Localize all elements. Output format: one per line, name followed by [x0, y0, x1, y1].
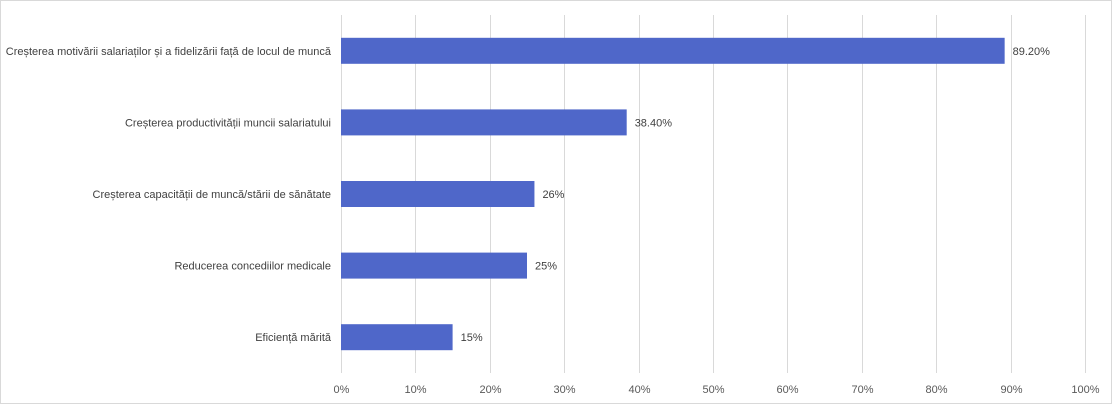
x-tick-label: 80%: [925, 384, 947, 396]
x-tick-label: 60%: [776, 384, 798, 396]
bar: [341, 37, 1005, 64]
category-label: Creșterea motivării salariaților și a fi…: [6, 46, 332, 58]
data-label: 15%: [461, 332, 483, 344]
data-label: 38.40%: [635, 117, 673, 129]
x-tick-label: 20%: [479, 384, 501, 396]
grid-lines: [341, 15, 1086, 373]
category-label: Reducerea concediilor medicale: [174, 261, 331, 273]
category-label: Eficiență mărită: [255, 332, 332, 344]
x-tick-label: 50%: [702, 384, 724, 396]
bar: [341, 181, 535, 207]
data-label: 26%: [542, 189, 564, 201]
bar: [341, 324, 453, 351]
x-tick-label: 30%: [553, 384, 575, 396]
x-tick-label: 10%: [404, 384, 426, 396]
category-label: Creșterea capacității de muncă/stării de…: [93, 189, 331, 201]
x-tick-label: 100%: [1071, 384, 1099, 396]
x-tick-label: 40%: [628, 384, 650, 396]
bars: [341, 37, 1005, 351]
x-tick-label: 90%: [1000, 384, 1022, 396]
data-label: 89.20%: [1013, 46, 1051, 58]
category-label: Creșterea productivității muncii salaria…: [125, 117, 331, 129]
bar: [341, 109, 627, 136]
x-tick-label: 70%: [851, 384, 873, 396]
x-tick-label: 0%: [334, 384, 350, 396]
labels: 0% 10% 20% 30% 40% 50% 60% 70% 80% 90% 100% Creșter…: [6, 46, 1100, 396]
bar: [341, 252, 527, 279]
data-label: 25%: [535, 261, 557, 273]
